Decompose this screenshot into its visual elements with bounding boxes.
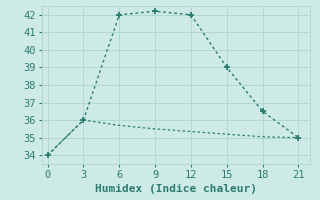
X-axis label: Humidex (Indice chaleur): Humidex (Indice chaleur) bbox=[95, 184, 257, 194]
